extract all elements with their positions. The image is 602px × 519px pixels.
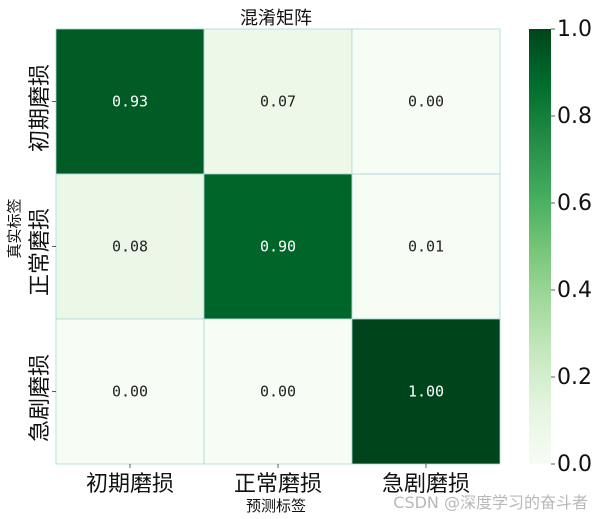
heatmap-cell <box>55 28 205 175</box>
colorbar-tick-label: 0.4 <box>557 278 592 303</box>
colorbar-tick-label: 0.6 <box>557 191 592 216</box>
chart-title: 混淆矩阵 <box>240 8 312 29</box>
heatmap-cell <box>55 318 205 465</box>
x-tick-label: 正常磨损 <box>233 472 322 497</box>
y-tick-label: 急剧磨损 <box>28 354 53 443</box>
cell-value-label: 0.00 <box>260 383 296 401</box>
colorbar <box>529 29 551 464</box>
heatmap-cell <box>203 28 353 175</box>
cell-value-label: 0.00 <box>408 93 444 111</box>
cell-value-label: 0.90 <box>260 238 296 256</box>
cell-value-label: 0.08 <box>112 238 148 256</box>
cell-value-label: 0.00 <box>112 383 148 401</box>
colorbar-tick-label: 0.0 <box>557 452 592 477</box>
cell-value-label: 0.93 <box>112 93 148 111</box>
colorbar-tick-label: 0.8 <box>557 104 592 129</box>
watermark: CSDN @深度学习的奋斗者 <box>393 493 588 512</box>
y-tick-label: 初期磨损 <box>28 64 53 153</box>
cell-value-label: 0.01 <box>408 238 444 256</box>
cell-value-label: 1.00 <box>408 383 444 401</box>
x-axis-label: 预测标签 <box>245 497 306 515</box>
cell-value-label: 0.07 <box>260 93 296 111</box>
heatmap-cell <box>351 173 501 320</box>
y-tick-label: 正常磨损 <box>28 208 53 297</box>
colorbar-tick-label: 1.0 <box>557 17 592 42</box>
colorbar-tick-label: 0.2 <box>557 365 592 390</box>
heatmap-cell <box>55 173 205 320</box>
heatmap-cell <box>351 28 501 175</box>
heatmap-cell <box>203 173 353 320</box>
heatmap-cell <box>203 318 353 465</box>
x-tick-label: 初期磨损 <box>85 472 174 497</box>
x-tick-label: 急剧磨损 <box>381 472 470 497</box>
